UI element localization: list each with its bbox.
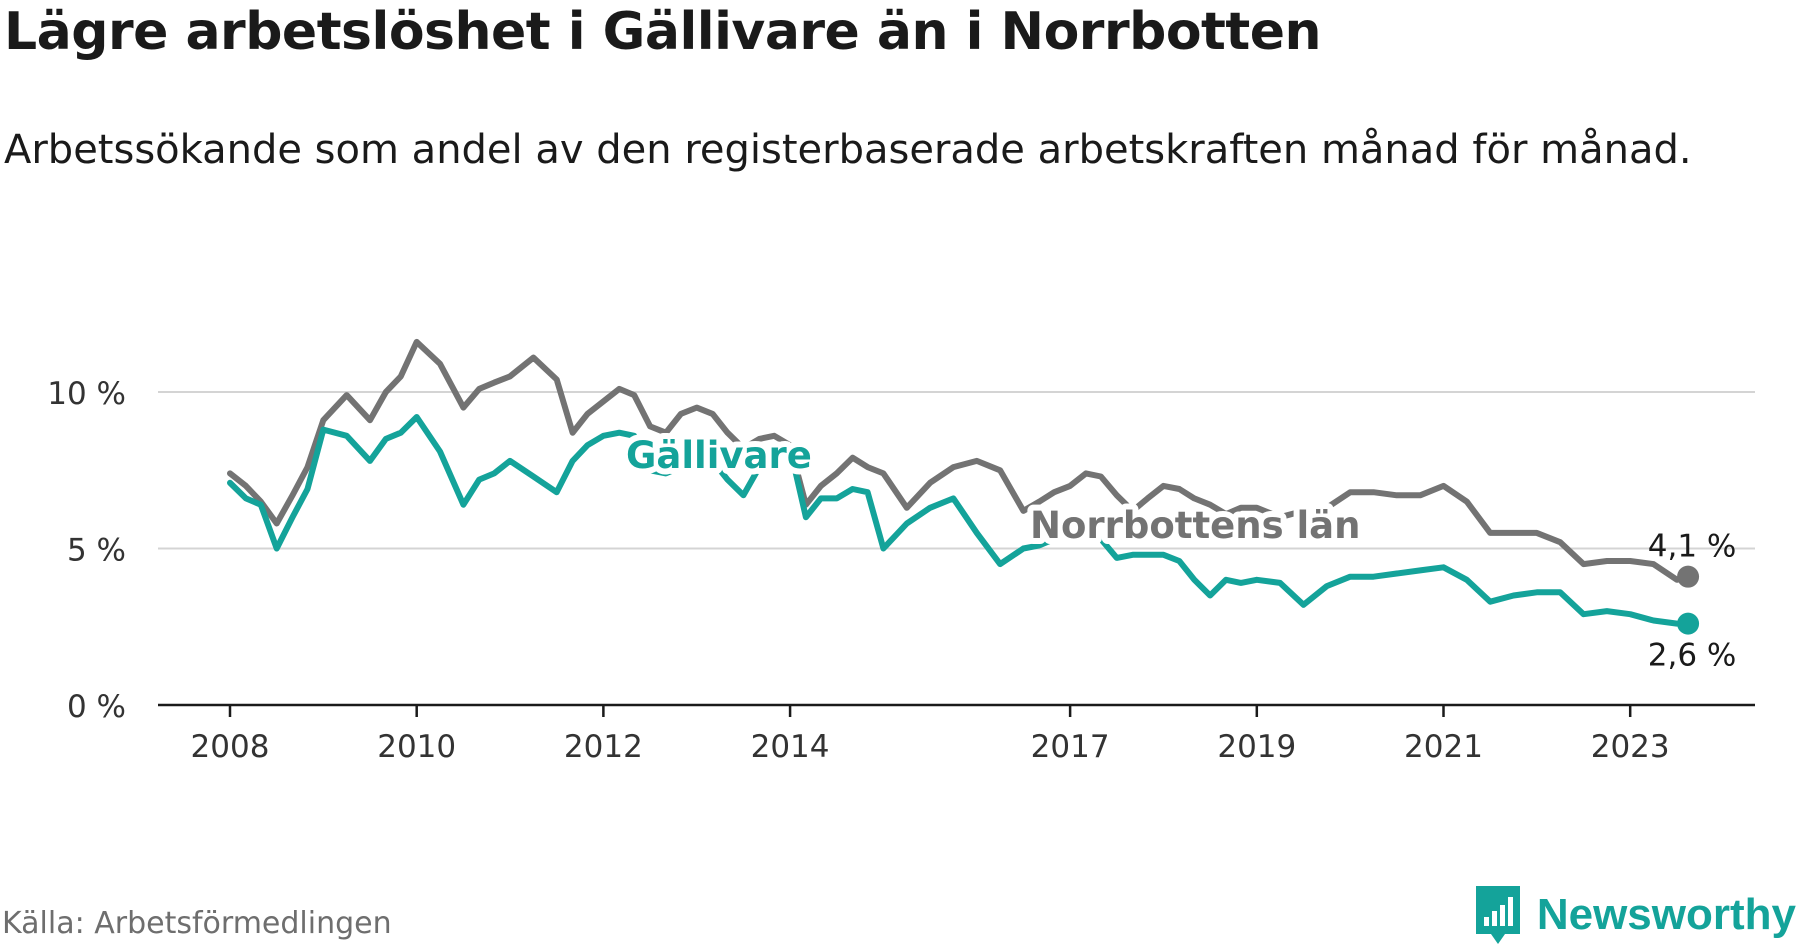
x-tick-label: 2008: [191, 729, 270, 765]
y-tick-label: 0 %: [67, 689, 126, 725]
series-line-norrbotten: [227, 338, 1692, 583]
x-tick-label: 2012: [564, 729, 643, 765]
x-tick-label: 2017: [1031, 729, 1110, 765]
x-tick-label: 2010: [377, 729, 456, 765]
gridlines: [158, 391, 1755, 550]
y-tick-label: 10 %: [47, 376, 126, 412]
newsworthy-logo-icon: [1475, 886, 1520, 944]
series-lines: [227, 338, 1700, 635]
brand-name: Newsworthy: [1536, 890, 1796, 939]
end-label-gallivare: 2,6 %: [1648, 638, 1737, 674]
series-label-gallivare: Gällivare: [626, 434, 812, 477]
x-tick-label: 2019: [1217, 729, 1296, 765]
end-point-norrbotten: [1677, 565, 1700, 588]
x-tick-label: 2023: [1591, 729, 1670, 765]
chart-title: Lägre arbetslöshet i Gällivare än i Norr…: [4, 2, 1322, 62]
x-tick-label: 2021: [1404, 729, 1483, 765]
x-axis: 2008 2010 2012 2014 2017 2019 2021 2023: [158, 703, 1755, 765]
series-labels: 4,1 % 2,6 % Gällivare Norrbottens län: [620, 428, 1737, 674]
chart-subtitle: Arbetssökande som andel av den registerb…: [4, 127, 1692, 173]
source-note: Källa: Arbetsförmedlingen: [2, 906, 392, 941]
brand-logo-group: Newsworthy: [1473, 884, 1796, 946]
y-axis-labels: 0 % 5 % 10 %: [47, 376, 126, 725]
y-tick-label: 5 %: [67, 533, 126, 569]
series-line-gallivare: [227, 414, 1692, 627]
end-label-norrbotten: 4,1 %: [1648, 529, 1737, 565]
end-point-gallivare: [1677, 612, 1700, 635]
x-tick-label: 2014: [751, 729, 830, 765]
series-label-norrbotten: Norrbottens län: [1030, 504, 1361, 547]
